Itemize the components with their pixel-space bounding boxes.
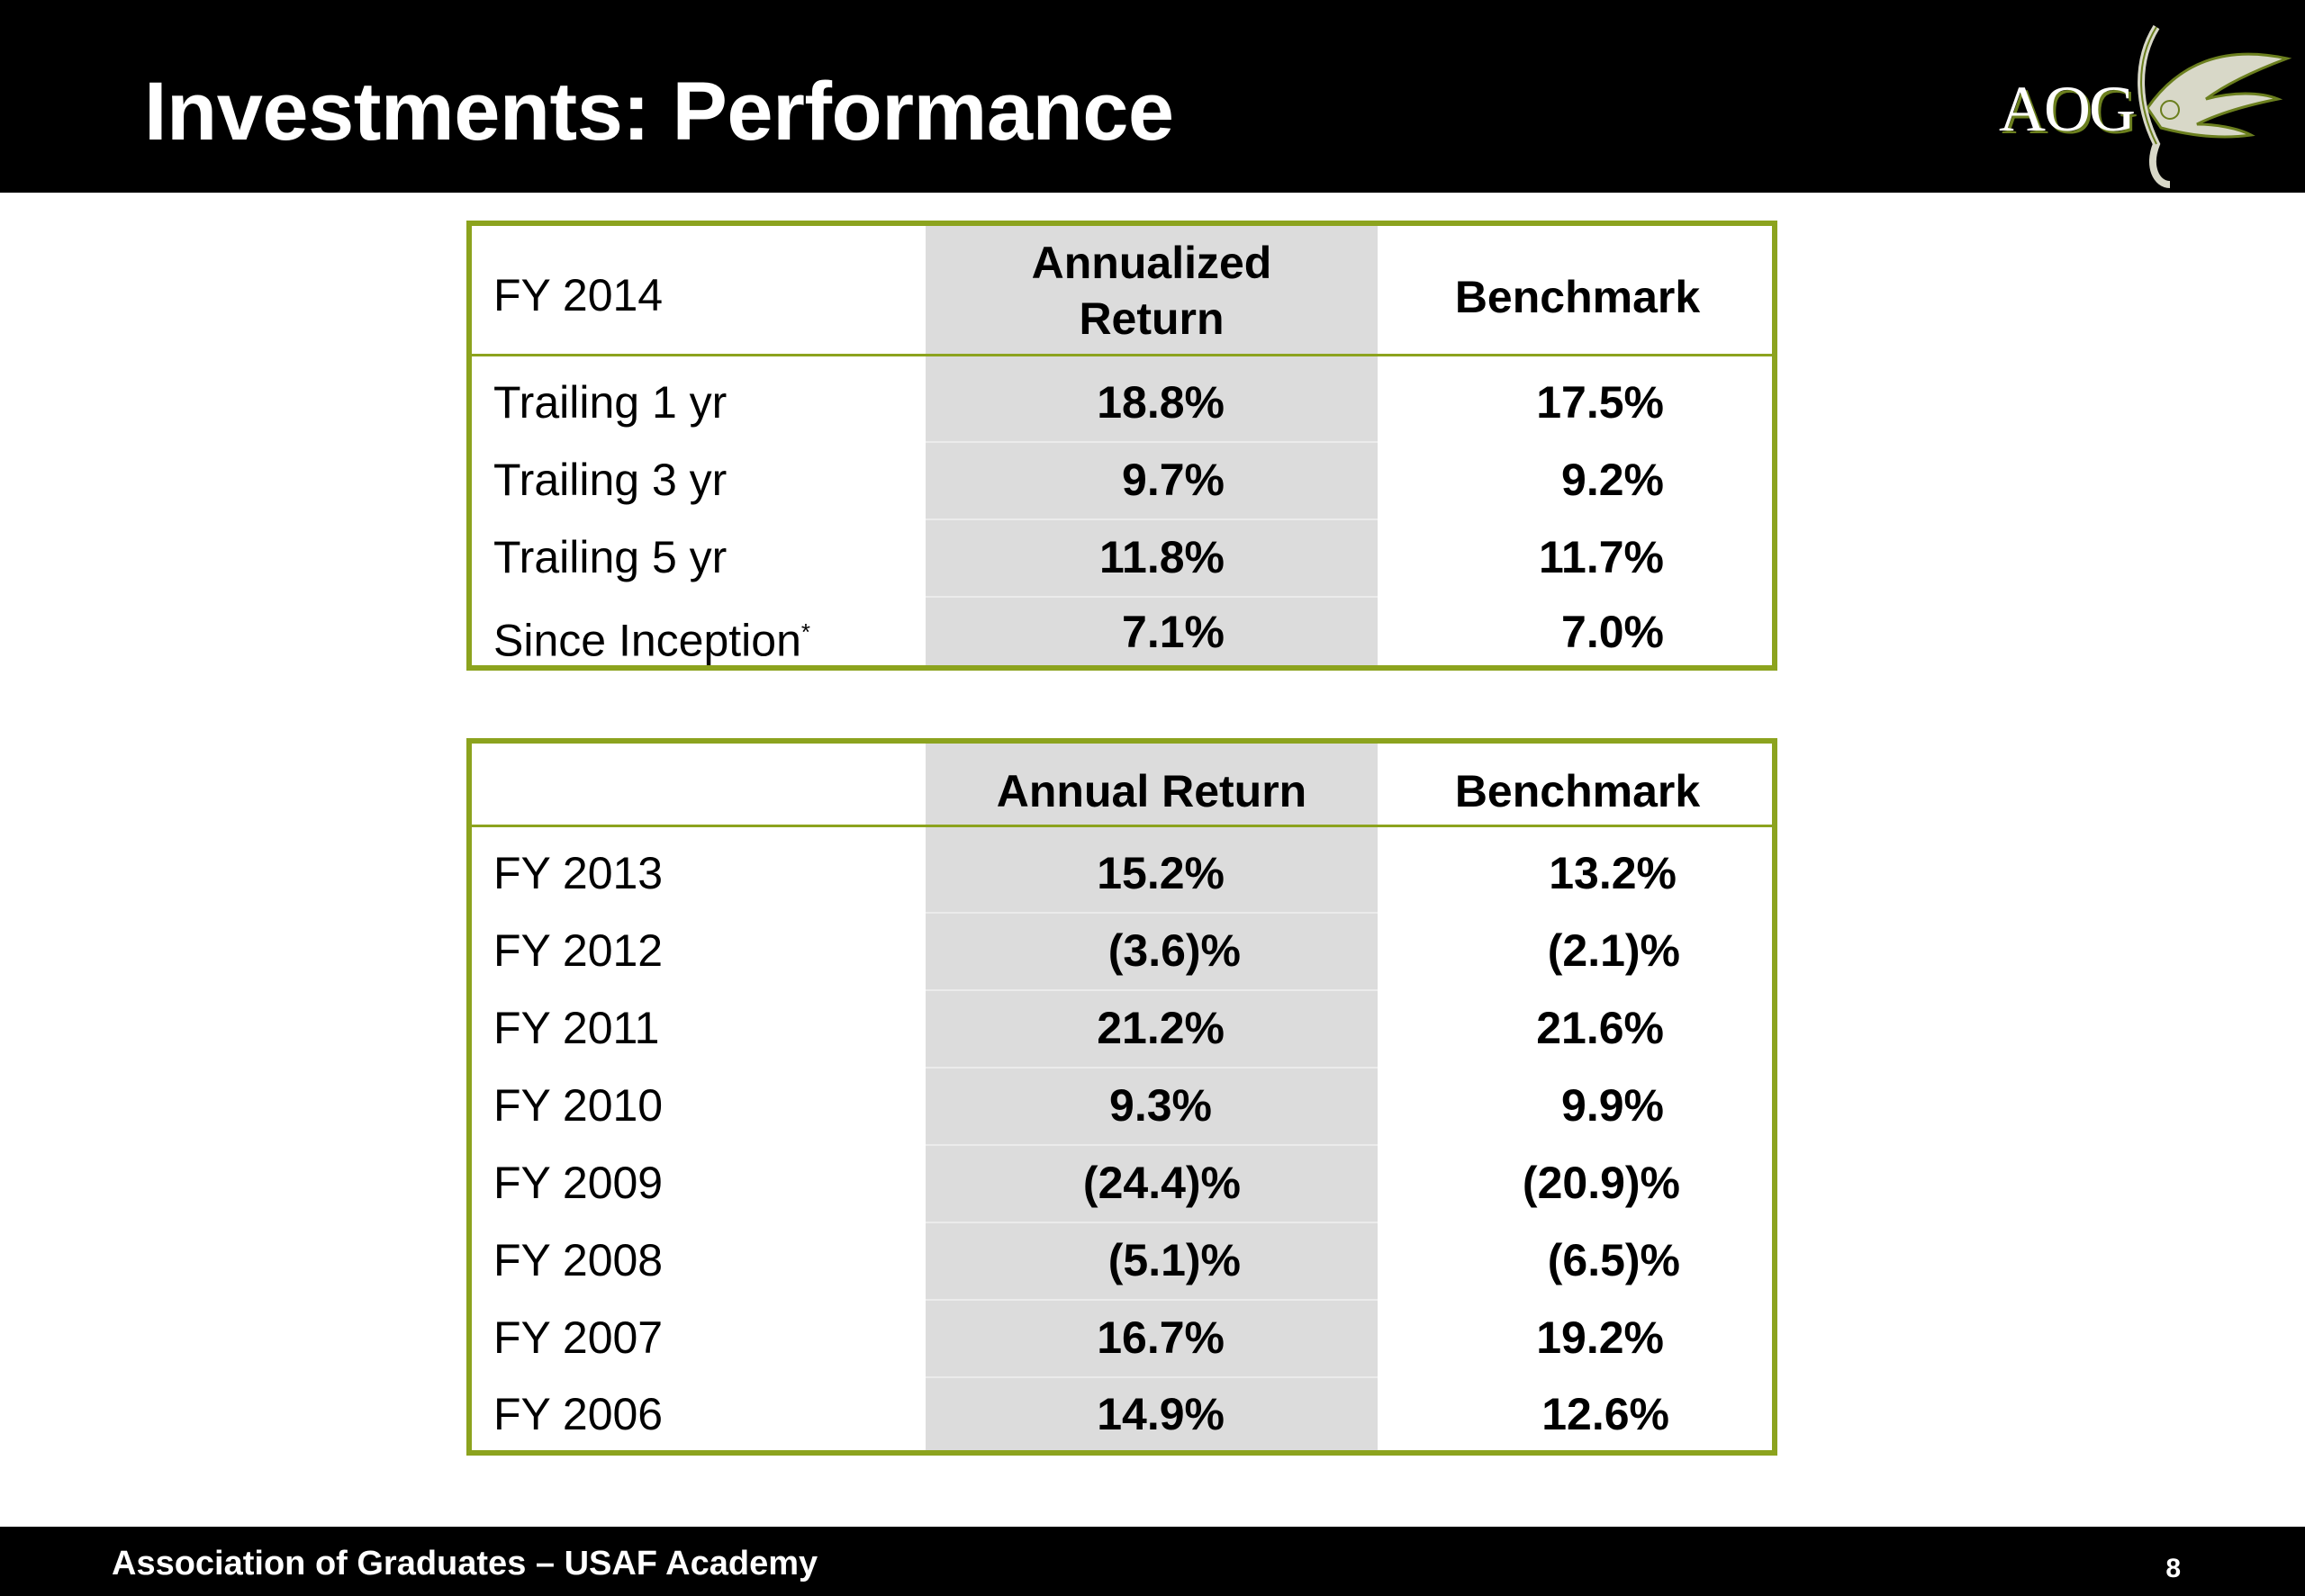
annual-return-value: (5.1)%	[1107, 1235, 1241, 1285]
benchmark-value: 19.2%	[1536, 1312, 1664, 1363]
row-label: Trailing 1 yr	[493, 377, 728, 428]
table2-col-annual-return: Annual Return	[996, 766, 1307, 816]
benchmark-value: 9.9%	[1561, 1080, 1664, 1131]
annual-return-value: 14.9%	[1097, 1389, 1225, 1439]
row-separator	[926, 441, 1378, 443]
annualized-return-value: 9.7%	[1122, 455, 1225, 505]
row-label: FY 2009	[493, 1158, 664, 1208]
table-row: Trailing 1 yr 18.8% 17.5%	[472, 364, 1772, 441]
row-separator	[926, 1144, 1378, 1146]
row-separator	[926, 1299, 1378, 1301]
row-separator	[926, 596, 1378, 598]
row-separator	[926, 518, 1378, 520]
table-row: FY 2010 9.3% 9.9%	[472, 1067, 1772, 1144]
annual-returns-table: Annual Return Benchmark FY 2013 15.2% 13…	[466, 738, 1777, 1456]
table-row: FY 2006 14.9% 12.6%	[472, 1375, 1772, 1453]
title-bar: Investments: Performance AOG	[0, 0, 2305, 193]
row-label-text: Since Inception	[493, 615, 801, 666]
row-label: FY 2007	[493, 1312, 664, 1363]
row-label: FY 2010	[493, 1080, 664, 1131]
row-separator	[926, 1067, 1378, 1069]
row-label: FY 2008	[493, 1235, 664, 1285]
table2-header-divider	[472, 825, 1772, 827]
annual-return-value: 15.2%	[1097, 848, 1225, 898]
benchmark-value: (6.5)%	[1547, 1235, 1680, 1285]
return-column-shade	[926, 226, 1378, 665]
row-separator	[926, 1222, 1378, 1223]
benchmark-value: 7.0%	[1561, 607, 1664, 657]
annual-return-value: 9.3%	[1109, 1080, 1212, 1131]
logo-text: AOG	[1999, 73, 2136, 145]
benchmark-value: 12.6%	[1541, 1389, 1669, 1439]
table1-header-divider	[472, 354, 1772, 356]
row-label: Trailing 3 yr	[493, 455, 728, 505]
table1-row-header: FY 2014	[493, 270, 664, 320]
table-row: FY 2011 21.2% 21.6%	[472, 989, 1772, 1067]
wings-icon	[2138, 24, 2292, 188]
annualized-return-value: 18.8%	[1097, 377, 1225, 428]
page-number: 8	[2165, 1554, 2181, 1583]
footer-text: Association of Graduates – USAF Academy	[112, 1545, 818, 1582]
aog-logo: AOG	[1990, 9, 2296, 189]
table-row: FY 2013 15.2% 13.2%	[472, 834, 1772, 912]
benchmark-value: 13.2%	[1549, 848, 1677, 898]
row-label: FY 2013	[493, 848, 664, 898]
annual-return-value: 16.7%	[1097, 1312, 1225, 1363]
row-separator	[926, 1376, 1378, 1378]
benchmark-value: 11.7%	[1538, 532, 1664, 582]
row-label: FY 2006	[493, 1389, 664, 1439]
annual-return-value: 21.2%	[1097, 1003, 1225, 1053]
slide-title: Investments: Performance	[144, 66, 1174, 158]
table-row: FY 2009 (24.4)% (20.9)%	[472, 1144, 1772, 1222]
annual-return-value: (3.6)%	[1107, 925, 1241, 976]
row-label: FY 2011	[493, 1003, 660, 1053]
table2-col-benchmark: Benchmark	[1454, 766, 1701, 816]
trailing-returns-table: FY 2014 Annualized Return Benchmark Trai…	[466, 221, 1777, 671]
footer-bar: Association of Graduates – USAF Academy …	[0, 1527, 2305, 1596]
row-label: Trailing 5 yr	[493, 532, 728, 582]
table-row: Trailing 5 yr 11.8% 11.7%	[472, 518, 1772, 596]
annualized-return-value: 11.8%	[1098, 532, 1225, 582]
table-row: FY 2012 (3.6)% (2.1)%	[472, 912, 1772, 989]
return-column-shade	[926, 744, 1378, 1450]
table-row: FY 2007 16.7% 19.2%	[472, 1299, 1772, 1376]
row-label: FY 2012	[493, 925, 664, 976]
row-separator	[926, 989, 1378, 991]
benchmark-value: (2.1)%	[1547, 925, 1680, 976]
annualized-return-value: 7.1%	[1122, 607, 1225, 657]
table-row: FY 2008 (5.1)% (6.5)%	[472, 1222, 1772, 1299]
table1-col-annualized-return: Annualized Return	[1031, 238, 1272, 344]
benchmark-value: 21.6%	[1536, 1003, 1664, 1053]
row-label: Since Inception*	[493, 593, 810, 680]
table-row: Since Inception* 7.1% 7.0%	[472, 593, 1772, 671]
benchmark-value: 17.5%	[1536, 377, 1664, 428]
annual-return-value: (24.4)%	[1082, 1158, 1241, 1208]
table1-col-benchmark: Benchmark	[1454, 272, 1701, 322]
benchmark-value: 9.2%	[1561, 455, 1664, 505]
benchmark-value: (20.9)%	[1522, 1158, 1680, 1208]
row-separator	[926, 912, 1378, 914]
table-row: Trailing 3 yr 9.7% 9.2%	[472, 441, 1772, 518]
footnote-marker: *	[800, 618, 811, 645]
